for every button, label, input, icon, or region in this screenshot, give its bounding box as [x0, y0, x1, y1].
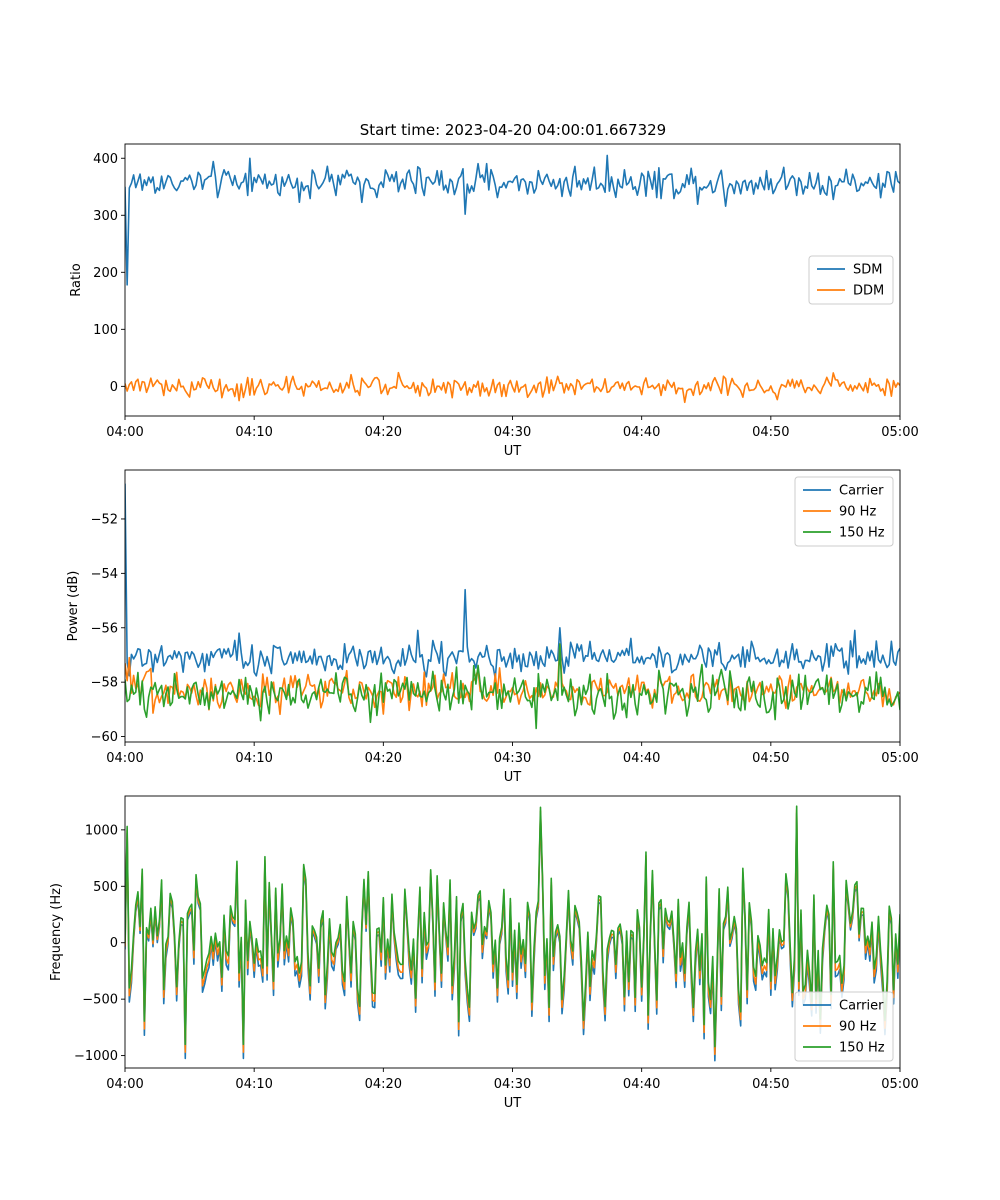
y-axis-label: Power (dB): [66, 571, 81, 642]
y-axis-label: Ratio: [69, 263, 84, 296]
panel-2: 04:00 04:10 04:20 04:30 04:40 04:50 05:00 UT −60…: [66, 469, 919, 785]
plot-area-1: [125, 154, 900, 404]
x-tick-label: 04:20: [365, 751, 402, 766]
panels: 04:00 04:10 04:20 04:30 04:40 04:50 05:00 UT 0 10…: [49, 143, 919, 1111]
y-tick-label: 0: [110, 936, 118, 951]
legend-box: [794, 991, 894, 1062]
x-tick-label: 04:20: [365, 425, 402, 440]
x-tick-label: 04:10: [235, 425, 272, 440]
x-tick-label: 04:00: [106, 425, 143, 440]
legend-label: Carrier: [839, 484, 884, 499]
y-tick-label: −500: [82, 993, 118, 1008]
y-axis-label: Frequency (Hz): [49, 883, 64, 981]
series-line-3-3: [125, 805, 900, 1048]
x-tick-label: 04:50: [752, 1077, 789, 1092]
series-line-1-2: [125, 371, 900, 404]
x-tick-label: 05:00: [881, 425, 918, 440]
y-tick-label: −54: [91, 567, 118, 582]
x-tick-label: 05:00: [881, 751, 918, 766]
chart-title: Start time: 2023-04-20 04:00:01.667329: [360, 121, 666, 139]
legend-box: [794, 476, 894, 547]
y-tick-label: 1000: [85, 823, 118, 838]
y-tick-label: 200: [93, 266, 118, 281]
y-tick-label: 300: [93, 209, 118, 224]
x-tick-label: 04:20: [365, 1077, 402, 1092]
legend: Carrier 90 Hz 150 Hz: [794, 476, 894, 547]
legend-box: [808, 255, 894, 305]
y-tick-label: 100: [93, 323, 118, 338]
x-axis-label: UT: [504, 770, 522, 785]
legend-label: 150 Hz: [839, 526, 885, 541]
x-tick-label: 04:30: [494, 425, 531, 440]
legend-label: DDM: [853, 284, 884, 299]
y-tick-label: −1000: [74, 1049, 118, 1064]
x-tick-label: 04:10: [235, 751, 272, 766]
x-tick-label: 04:40: [623, 1077, 660, 1092]
y-tick-label: −56: [91, 621, 118, 636]
y-tick-label: 400: [93, 152, 118, 167]
legend: Carrier 90 Hz 150 Hz: [794, 991, 894, 1062]
x-tick-label: 04:50: [752, 751, 789, 766]
legend-label: 90 Hz: [839, 1020, 876, 1035]
series-line-3-2: [125, 809, 900, 1056]
plot-area-3: [125, 805, 900, 1062]
legend-label: 150 Hz: [839, 1041, 885, 1056]
y-tick-label: 0: [110, 380, 118, 395]
plot-area-2: [125, 483, 900, 730]
series-line-1-1: [125, 154, 900, 286]
x-tick-label: 04:50: [752, 425, 789, 440]
y-tick-label: 500: [93, 880, 118, 895]
legend-label: 90 Hz: [839, 505, 876, 520]
legend-label: SDM: [853, 263, 882, 278]
series-line-2-1: [125, 483, 900, 680]
series-line-3-1: [125, 812, 900, 1062]
panel-3: 04:00 04:10 04:20 04:30 04:40 04:50 05:00 UT −10…: [49, 795, 919, 1111]
x-axis-label: UT: [504, 1096, 522, 1111]
legend: SDM DDM: [808, 255, 894, 305]
x-tick-label: 04:30: [494, 751, 531, 766]
x-tick-label: 05:00: [881, 1077, 918, 1092]
x-tick-label: 04:40: [623, 425, 660, 440]
panel-1: 04:00 04:10 04:20 04:30 04:40 04:50 05:00 UT 0 10…: [69, 143, 919, 459]
y-tick-label: −52: [91, 512, 118, 527]
x-axis-label: UT: [504, 444, 522, 459]
y-tick-label: −60: [91, 730, 118, 745]
x-tick-label: 04:00: [106, 1077, 143, 1092]
legend-label: Carrier: [839, 999, 884, 1014]
y-tick-label: −58: [91, 676, 118, 691]
x-tick-label: 04:30: [494, 1077, 531, 1092]
x-tick-label: 04:40: [623, 751, 660, 766]
x-tick-label: 04:00: [106, 751, 143, 766]
series-line-2-3: [125, 643, 900, 730]
x-tick-label: 04:10: [235, 1077, 272, 1092]
